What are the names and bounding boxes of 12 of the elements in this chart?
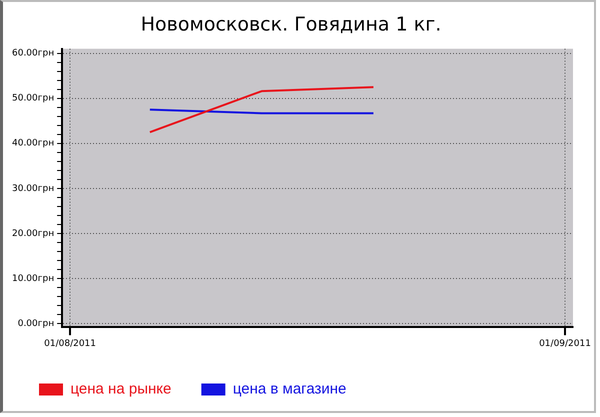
y-tick-label: 20.00грн — [12, 228, 54, 239]
legend-label: цена в магазине — [232, 380, 346, 398]
y-tick-label: 0.00грн — [18, 318, 54, 329]
x-tick-label: 01/08/2011 — [44, 338, 96, 349]
y-tick-label: 10.00грн — [12, 274, 54, 284]
chart-title: Новомосковск. Говядина 1 кг. — [140, 13, 442, 36]
legend-label: цена на рынке — [70, 380, 172, 398]
x-tick-label: 01/09/2011 — [539, 338, 591, 349]
y-tick-label: 50.00грн — [12, 94, 54, 104]
y-tick-label: 30.00грн — [12, 184, 54, 194]
y-tick-label: 60.00грн — [12, 48, 54, 59]
y-tick-label: 40.00грн — [12, 138, 54, 149]
